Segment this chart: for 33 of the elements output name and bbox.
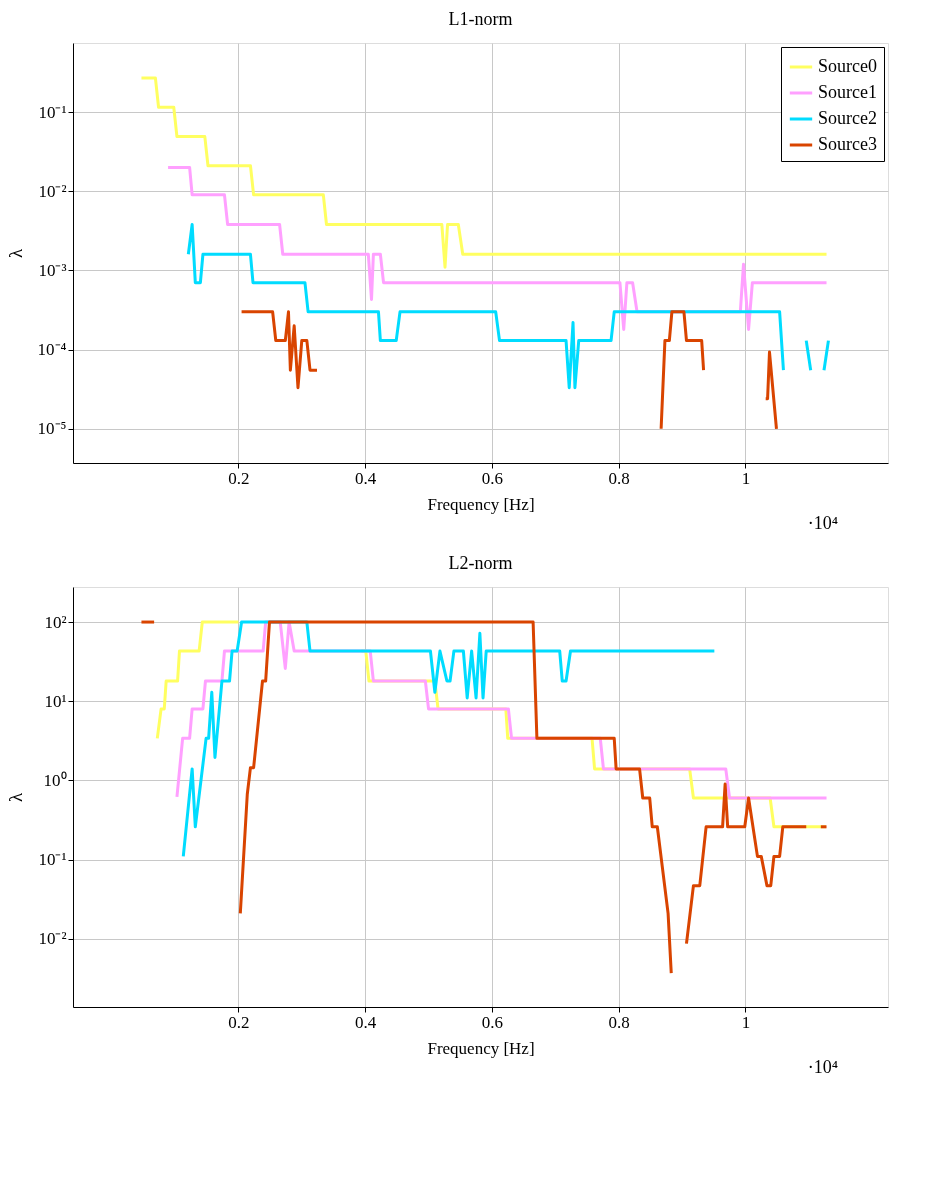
y-tick-label: 10⁻² xyxy=(38,929,67,949)
legend-label: Source1 xyxy=(818,82,877,102)
y-tick-label: 10⁻¹ xyxy=(38,850,67,870)
chart-title: L1-norm xyxy=(448,9,513,29)
x-axis-title: Frequency [Hz] xyxy=(427,1038,535,1058)
y-tick-label: 10⁻⁴ xyxy=(37,340,67,360)
x-tick-label: 0.2 xyxy=(228,1012,250,1032)
legend-label: Source0 xyxy=(818,56,877,76)
y-axis-title: λ xyxy=(4,248,26,259)
x-tick-label: 0.2 xyxy=(228,468,250,488)
text: ·10⁴ xyxy=(807,513,838,533)
x-tick-label: 0.4 xyxy=(355,1012,377,1032)
y-tick-label: 10² xyxy=(44,612,67,632)
x-tick-label: 0.8 xyxy=(608,468,630,488)
x-axis-title: Frequency [Hz] xyxy=(427,494,535,514)
text: ·10⁴ xyxy=(807,1057,838,1077)
y-tick-label: 10¹ xyxy=(44,691,67,711)
y-tick-label: 10⁰ xyxy=(43,770,67,790)
y-tick-label: 10⁻³ xyxy=(38,260,67,280)
line-series xyxy=(181,620,716,858)
x-tick-label: 0.4 xyxy=(355,468,377,488)
y-axis-title: λ xyxy=(5,792,27,803)
chart-title: L2-norm xyxy=(448,553,513,573)
x-tick-label: 0.6 xyxy=(481,468,504,488)
x-tick-label: 0.6 xyxy=(481,1012,504,1032)
x-tick-label: 1 xyxy=(741,468,751,488)
x-tick-label: 1 xyxy=(741,1012,751,1032)
y-tick-label: 10⁻² xyxy=(38,181,67,201)
x-tick-label: 0.8 xyxy=(608,1012,630,1032)
legend-label: Source2 xyxy=(818,108,877,128)
y-tick-label: 10⁻⁵ xyxy=(37,419,67,439)
legend-label: Source3 xyxy=(818,134,877,154)
y-tick-label: 10⁻¹ xyxy=(38,102,67,122)
